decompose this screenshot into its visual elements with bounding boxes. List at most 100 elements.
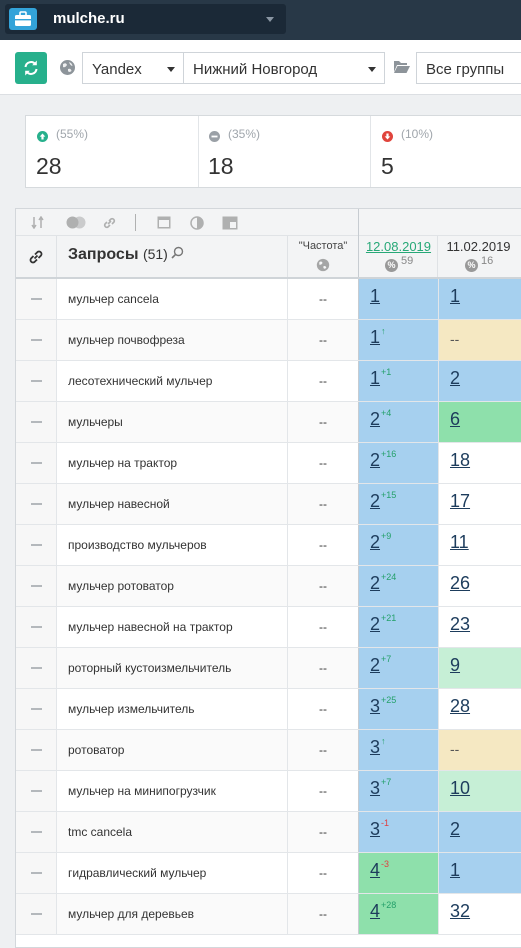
position-link[interactable]: 18	[450, 450, 471, 470]
stat-percent: (10%)	[401, 127, 434, 141]
row-link-cell[interactable]	[16, 689, 57, 729]
position-link[interactable]: 2	[370, 614, 381, 634]
queries-column-header[interactable]: Запросы (51)	[57, 236, 288, 277]
position-link[interactable]: 23	[450, 614, 471, 634]
position-link[interactable]: 3	[370, 778, 381, 798]
position-change: +7	[381, 777, 392, 787]
dash-icon	[31, 503, 42, 505]
position-link[interactable]: 11	[450, 532, 469, 552]
position-link[interactable]: 17	[450, 491, 471, 511]
position-change: ↑	[381, 736, 386, 746]
frequency-value: --	[319, 620, 327, 634]
table-icon[interactable]	[157, 216, 171, 229]
dash-icon	[31, 298, 42, 300]
image-icon[interactable]	[222, 216, 238, 230]
row-link-cell[interactable]	[16, 525, 57, 565]
frequency-cell: --	[288, 566, 359, 606]
position-link[interactable]: 2	[370, 409, 381, 429]
position-link: --	[450, 331, 460, 347]
position-link[interactable]: 1	[370, 327, 381, 347]
row-link-cell[interactable]	[16, 730, 57, 770]
search-engine-select[interactable]: Yandex	[82, 52, 184, 84]
position-cell: 2 +9	[359, 525, 439, 565]
sort-icon[interactable]	[31, 216, 45, 229]
position-change: +15	[381, 490, 397, 500]
globe-icon	[60, 60, 75, 75]
position-link[interactable]: 2	[370, 450, 381, 470]
dash-icon	[31, 421, 42, 423]
contrast-icon[interactable]	[190, 216, 204, 230]
position-cell: 26	[439, 566, 521, 606]
row-link-cell[interactable]	[16, 320, 57, 360]
position-cell: 1 +1	[359, 361, 439, 401]
position-link[interactable]: 1	[370, 368, 381, 388]
row-link-cell[interactable]	[16, 607, 57, 647]
position-link[interactable]: 2	[370, 573, 381, 593]
position-link[interactable]: 4	[370, 860, 381, 880]
query-cell: мульчер почвофреза	[57, 320, 288, 360]
position-link[interactable]: 2	[370, 491, 381, 511]
visibility-value: 59	[401, 255, 414, 267]
row-link-cell[interactable]	[16, 361, 57, 401]
frequency-value: --	[319, 415, 327, 429]
position-link[interactable]: 2	[370, 532, 381, 552]
row-link-cell[interactable]	[16, 484, 57, 524]
link-icon[interactable]	[102, 216, 117, 230]
stat-count: 28	[36, 153, 62, 179]
row-link-cell[interactable]	[16, 853, 57, 893]
position-cell: 1	[359, 279, 439, 319]
date-column-header[interactable]: 12.08.2019 % 59	[359, 236, 438, 277]
positions-table: Запросы (51) "Частота" 12.08.2019 % 59 1…	[15, 208, 521, 948]
frequency-column-header[interactable]: "Частота"	[288, 236, 359, 277]
project-name: mulche.ru	[53, 10, 125, 27]
row-link-cell[interactable]	[16, 894, 57, 934]
dash-icon	[31, 462, 42, 464]
position-link[interactable]: 6	[450, 409, 461, 429]
query-text: мульчер на минипогрузчик	[68, 784, 216, 798]
date-column-header[interactable]: 11.02.2019 % 16	[439, 236, 518, 277]
toggle-icon[interactable]	[66, 216, 86, 229]
refresh-button[interactable]	[15, 52, 47, 84]
row-link-cell[interactable]	[16, 279, 57, 319]
position-link[interactable]: 1	[450, 860, 461, 880]
region-value: Нижний Новгород	[193, 61, 318, 78]
position-link[interactable]: 28	[450, 696, 471, 716]
row-link-cell[interactable]	[16, 402, 57, 442]
date-label[interactable]: 12.08.2019	[365, 239, 432, 254]
table-row: мульчер ротоватор -- 2 +24 26	[16, 566, 521, 607]
position-link[interactable]: 2	[450, 819, 461, 839]
dash-icon	[31, 913, 42, 915]
position-link[interactable]: 10	[450, 778, 471, 798]
table-row: ротоватор -- 3 ↑ --	[16, 730, 521, 771]
row-link-cell[interactable]	[16, 648, 57, 688]
search-icon[interactable]	[171, 246, 184, 259]
dash-icon	[31, 872, 42, 874]
position-cell: --	[439, 730, 521, 770]
position-link[interactable]: 1	[450, 286, 461, 306]
position-change: +16	[381, 449, 397, 459]
position-link[interactable]: 26	[450, 573, 471, 593]
position-link[interactable]: 32	[450, 901, 471, 921]
row-link-cell[interactable]	[16, 566, 57, 606]
table-row: мульчеры -- 2 +4 6	[16, 402, 521, 443]
table-row: мульчер cancela -- 1 1	[16, 279, 521, 320]
position-link[interactable]: 2	[370, 655, 381, 675]
position-link[interactable]: 4	[370, 901, 381, 921]
groups-select[interactable]: Все группы	[416, 52, 521, 84]
row-link-cell[interactable]	[16, 443, 57, 483]
link-column-header[interactable]	[16, 236, 57, 277]
position-link[interactable]: 3	[370, 696, 381, 716]
position-link[interactable]: 3	[370, 819, 381, 839]
position-link[interactable]: 2	[450, 368, 461, 388]
row-link-cell[interactable]	[16, 812, 57, 852]
position-link[interactable]: 9	[450, 655, 461, 675]
row-link-cell[interactable]	[16, 771, 57, 811]
position-link[interactable]: 1	[370, 286, 381, 306]
position-cell: 2	[439, 812, 521, 852]
position-cell: 3 -1	[359, 812, 439, 852]
frequency-value: --	[319, 866, 327, 880]
position-link[interactable]: 3	[370, 737, 381, 757]
frequency-cell: --	[288, 443, 359, 483]
project-selector[interactable]: mulche.ru	[5, 4, 286, 34]
region-select[interactable]: Нижний Новгород	[183, 52, 385, 84]
